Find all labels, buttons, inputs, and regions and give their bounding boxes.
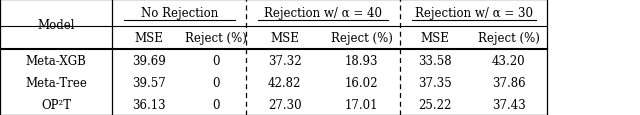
Text: MSE: MSE [134,32,163,45]
Text: 42.82: 42.82 [268,76,301,89]
Text: 39.69: 39.69 [132,55,166,67]
Text: 36.13: 36.13 [132,98,166,111]
Text: 0: 0 [212,76,220,89]
Text: 25.22: 25.22 [419,98,452,111]
Text: 37.32: 37.32 [268,55,301,67]
Text: 37.35: 37.35 [419,76,452,89]
Text: Reject (%): Reject (%) [185,32,247,45]
Text: 17.01: 17.01 [345,98,378,111]
Text: 37.43: 37.43 [492,98,525,111]
Text: No Rejection: No Rejection [141,7,218,20]
Text: 43.20: 43.20 [492,55,525,67]
Text: MSE: MSE [270,32,300,45]
Text: 18.93: 18.93 [345,55,378,67]
Text: OP²T: OP²T [41,98,71,111]
Text: 27.30: 27.30 [268,98,301,111]
Text: Rejection w/ α = 30: Rejection w/ α = 30 [415,7,532,20]
Text: 33.58: 33.58 [419,55,452,67]
Text: 39.57: 39.57 [132,76,166,89]
Text: Model: Model [37,19,75,32]
Text: 37.86: 37.86 [492,76,525,89]
Text: Rejection w/ α = 40: Rejection w/ α = 40 [264,7,382,20]
Text: 0: 0 [212,55,220,67]
Text: Reject (%): Reject (%) [331,32,392,45]
Text: Meta-XGB: Meta-XGB [26,55,86,67]
Text: 16.02: 16.02 [345,76,378,89]
Text: MSE: MSE [420,32,450,45]
Text: Reject (%): Reject (%) [478,32,540,45]
Text: Meta-Tree: Meta-Tree [25,76,87,89]
Text: 0: 0 [212,98,220,111]
